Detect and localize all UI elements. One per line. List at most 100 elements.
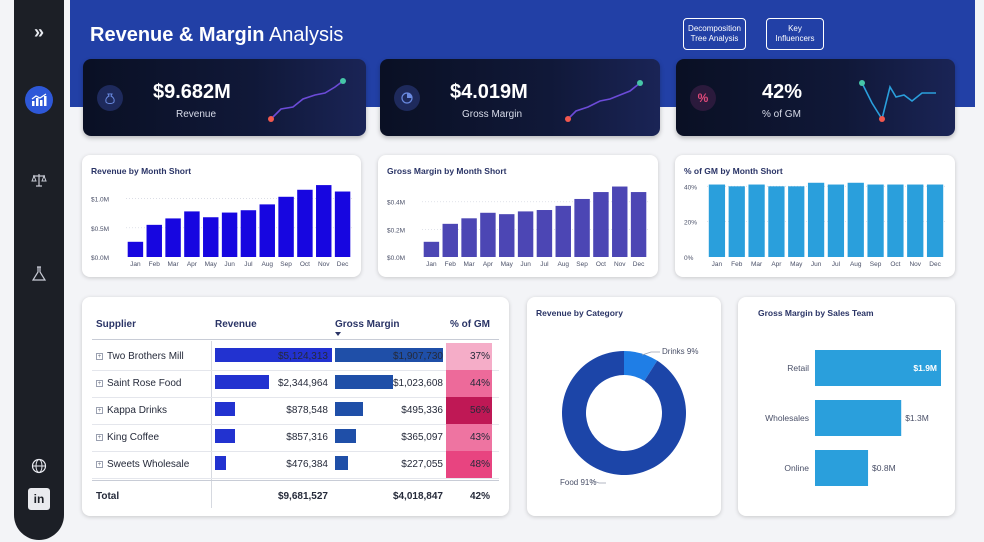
table-row[interactable]: + Saint Rose Food $2,344,964 $1,023,608 44%: [82, 370, 509, 397]
expand-icon[interactable]: +: [96, 380, 103, 387]
chart-title: Gross Margin by Sales Team: [758, 308, 874, 318]
table-row[interactable]: + Sweets Wholesale $476,384 $227,055 48%: [82, 451, 509, 478]
bar-dec[interactable]: [630, 192, 647, 257]
bar-jan[interactable]: [127, 241, 144, 257]
chart-title: Revenue by Category: [536, 308, 623, 318]
bar-apr[interactable]: [768, 186, 785, 257]
bar-oct[interactable]: [887, 184, 904, 257]
row-divider: [92, 397, 499, 398]
x-tick-label: Sep: [576, 261, 588, 268]
y-tick-label: $0.2M: [387, 227, 405, 234]
total-divider: [92, 480, 499, 481]
bar-nov[interactable]: [316, 185, 332, 257]
bar-jan[interactable]: [708, 184, 726, 257]
pct-heat-cell: [446, 370, 492, 397]
bar-retail[interactable]: [815, 350, 941, 386]
expand-icon[interactable]: +: [96, 461, 103, 468]
bar-mar[interactable]: [165, 218, 181, 257]
bar-dec[interactable]: [334, 191, 351, 257]
bar-mar[interactable]: [461, 218, 477, 257]
row-divider: [92, 478, 499, 479]
pct-heat-cell: [446, 397, 492, 424]
x-tick-label: May: [790, 261, 803, 268]
analytics-icon[interactable]: [25, 86, 53, 114]
revenue-by-month-card: Revenue by Month Short $0.0M $0.5M $1.0M Ja…: [82, 155, 361, 277]
bar-online[interactable]: [815, 450, 869, 486]
revenue-cell: $857,316: [286, 432, 328, 443]
col-header-supplier[interactable]: Supplier: [96, 319, 137, 330]
col-header-pct-gm[interactable]: % of GM: [450, 319, 490, 330]
col-header-revenue[interactable]: Revenue: [215, 319, 257, 330]
expand-icon[interactable]: +: [96, 434, 103, 441]
gross-margin-databar: [335, 429, 356, 443]
bar-may[interactable]: [203, 217, 219, 257]
bar-oct[interactable]: [593, 192, 609, 257]
decomposition-tree-button[interactable]: Decomposition Tree Analysis: [683, 18, 746, 50]
x-tick-label: Jan: [712, 261, 723, 268]
kpi-card-gross-margin: $4.019M Gross Margin: [380, 59, 660, 136]
kpi-card-pct-gm: % 42% % of GM: [676, 59, 955, 136]
bar-sep[interactable]: [574, 198, 590, 257]
bar-feb[interactable]: [728, 186, 745, 257]
row-divider: [92, 370, 499, 371]
bar-may[interactable]: [788, 186, 805, 257]
col-header-gross-margin[interactable]: Gross Margin: [335, 319, 400, 330]
bar-oct[interactable]: [297, 189, 313, 257]
bar-jun[interactable]: [221, 212, 238, 257]
flask-icon[interactable]: [25, 260, 53, 288]
kpi-label: % of GM: [762, 109, 801, 120]
x-tick-label: Jul: [244, 261, 253, 268]
bar-mar[interactable]: [748, 184, 765, 257]
pie-icon: [394, 85, 420, 111]
globe-icon[interactable]: [25, 452, 53, 480]
bar-feb[interactable]: [442, 223, 458, 257]
y-tick-label: $0.0M: [91, 255, 109, 262]
bar-dec[interactable]: [926, 184, 944, 257]
bar-may[interactable]: [499, 214, 515, 257]
table-row[interactable]: + Two Brothers Mill $5,124,313 $1,907,730 37…: [82, 343, 509, 370]
gross-margin-cell: $365,097: [401, 432, 443, 443]
bar-sep[interactable]: [867, 184, 884, 257]
expand-icon[interactable]: +: [96, 407, 103, 414]
gross-margin-databar: [335, 348, 443, 362]
bar-jun[interactable]: [517, 211, 534, 257]
bar-aug[interactable]: [847, 182, 864, 257]
table-row[interactable]: + Kappa Drinks $878,548 $495,336 56%: [82, 397, 509, 424]
bar-aug[interactable]: [259, 204, 275, 257]
gross-margin-cell: $227,055: [401, 459, 443, 470]
x-tick-label: Aug: [557, 261, 569, 268]
expand-icon[interactable]: +: [96, 353, 103, 360]
x-tick-label: Mar: [463, 261, 475, 268]
x-tick-label: Feb: [731, 261, 743, 268]
balance-icon[interactable]: [25, 166, 53, 194]
bar-sep[interactable]: [278, 196, 294, 257]
bar-jun[interactable]: [807, 182, 825, 257]
pct-cell: 56%: [469, 405, 490, 416]
percent-icon: %: [690, 85, 716, 111]
donut-slice-drinks[interactable]: [624, 351, 658, 381]
y-tick-label: 0%: [684, 255, 694, 262]
supplier-cell: + King Coffee: [96, 432, 160, 443]
bar-apr[interactable]: [184, 211, 200, 257]
bar-jan[interactable]: [423, 241, 440, 257]
bar-jul[interactable]: [827, 184, 845, 257]
bar-apr[interactable]: [480, 212, 496, 257]
collapse-icon[interactable]: »: [33, 21, 44, 42]
linkedin-icon[interactable]: in: [28, 488, 50, 510]
bar-aug[interactable]: [555, 205, 571, 257]
x-tick-label: May: [501, 261, 514, 268]
row-divider: [92, 424, 499, 425]
bar-nov[interactable]: [907, 184, 924, 257]
table-row[interactable]: + King Coffee $857,316 $365,097 43%: [82, 424, 509, 451]
sort-desc-icon[interactable]: [335, 332, 341, 336]
gross-margin-by-month-chart: $0.0M $0.2M $0.4M Jan Feb Mar Apr May Jun Jul Aug S…: [387, 186, 648, 268]
bar-nov[interactable]: [612, 186, 628, 257]
bar-jul[interactable]: [240, 210, 257, 257]
bar-wholesales[interactable]: [815, 400, 902, 436]
key-influencers-button[interactable]: Key Influencers: [766, 18, 824, 50]
x-tick-label: Dec: [929, 261, 941, 268]
bar-feb[interactable]: [146, 224, 162, 257]
category-label: Online: [784, 463, 809, 473]
bar-jul[interactable]: [536, 210, 553, 257]
donut-slice-food[interactable]: [562, 351, 686, 475]
